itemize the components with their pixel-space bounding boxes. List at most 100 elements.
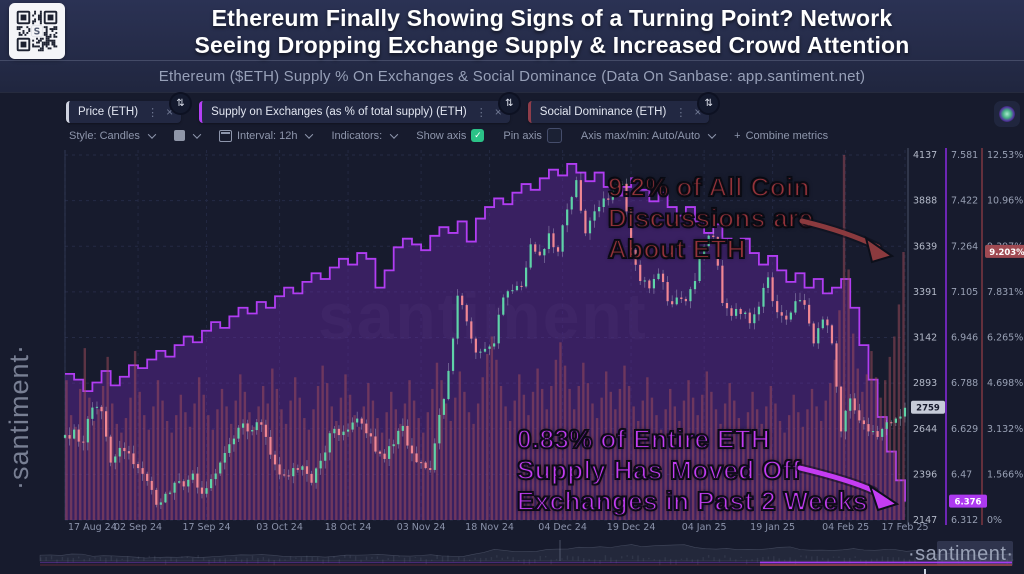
svg-text:S: S [34,26,41,37]
annotation-line: Discussions are [607,202,814,234]
svg-text:19 Jan 25: 19 Jan 25 [750,522,795,533]
svg-text:2396: 2396 [913,469,937,480]
chevron-down-icon [707,129,717,139]
annotation-line: Exchanges in Past 2 Weeks [516,485,868,517]
svg-text:3.132%: 3.132% [987,424,1023,435]
combine-metrics-button[interactable]: + Combine metrics [734,130,828,142]
checkbox-unchecked-icon[interactable] [546,128,562,143]
svg-text:03 Oct 24: 03 Oct 24 [256,522,303,533]
svg-text:6.788: 6.788 [951,378,978,389]
svg-text:6.946: 6.946 [951,333,978,344]
svg-text:3142: 3142 [913,333,937,344]
svg-text:10.96%: 10.96% [987,196,1023,207]
checkbox-checked-icon[interactable]: ✓ [471,129,485,142]
interval-select[interactable]: Interval: 12h [218,129,314,142]
qr-code: S [9,3,65,59]
metric-tab-social[interactable]: Social Dominance (ETH) ⋮ × ⇅ [527,92,721,123]
color-swatch-select[interactable] [173,129,202,141]
close-icon[interactable]: × [166,105,174,119]
pin-axis-toggle[interactable]: Pin axis [503,128,562,143]
svg-text:6.312: 6.312 [951,515,978,526]
show-axis-label: Show axis [416,129,467,142]
svg-text:2644: 2644 [913,424,937,435]
svg-text:7.581: 7.581 [951,150,978,161]
right-axes: 4137 7.581 12.53% 3888 7.422 10.96% 3639 7.264 9… [907,148,1024,526]
subtitle: Ethereum ($ETH) Supply % On Exchanges & … [0,60,1024,93]
annotation-line: 9.2% of All Coin [607,171,811,203]
style-label: Style: Candles [69,129,140,142]
svg-text:04 Feb 25: 04 Feb 25 [822,522,869,533]
svg-text:0%: 0% [987,515,1002,526]
swatch-icon [173,130,185,141]
pin-axis-label: Pin axis [503,129,542,142]
axis-toggle-icon[interactable]: ⇅ [169,92,193,115]
annotation-exchange-supply: 0.83% of Entire ETH Supply Has Moved Off… [516,423,868,517]
svg-text:4.698%: 4.698% [987,378,1023,389]
metric-tab-supply[interactable]: Supply on Exchanges (as % of total suppl… [199,92,521,123]
timeline-minimap [39,540,1014,566]
indicators-select[interactable]: Indicators: [331,129,399,142]
text-cursor [924,569,926,574]
svg-text:17 Aug 24: 17 Aug 24 [68,522,117,533]
axis-toggle-icon[interactable]: ⇅ [697,92,721,115]
annotation-line: About ETH [607,233,747,265]
svg-text:7.831%: 7.831% [987,287,1023,298]
kebab-menu-icon[interactable]: ⋮ [675,105,687,119]
svg-text:17 Feb 25: 17 Feb 25 [881,522,928,533]
annotation-line: 0.83% of Entire ETH [516,423,771,455]
chevron-down-icon [192,129,202,139]
show-axis-toggle[interactable]: Show axis ✓ [416,129,485,142]
svg-text:3888: 3888 [913,196,937,207]
svg-text:9.397%: 9.397% [987,241,1023,252]
chevron-down-icon [389,129,399,139]
combine-metrics-label: Combine metrics [745,129,829,142]
chevron-down-icon [147,129,157,139]
metric-tab-label: Social Dominance (ETH) [539,106,667,118]
metric-tab-price[interactable]: Price (ETH) ⋮ × ⇅ [66,92,193,123]
interval-label: Interval: 12h [236,129,298,142]
title-line-2: Seeing Dropping Exchange Supply & Increa… [194,32,910,58]
metric-tab-label: Supply on Exchanges (as % of total suppl… [211,106,467,118]
svg-text:03 Nov 24: 03 Nov 24 [397,522,446,533]
close-icon[interactable]: × [694,105,702,119]
svg-text:17 Sep 24: 17 Sep 24 [182,522,230,533]
center-watermark: santiment [318,279,648,353]
svg-text:9.203%: 9.203% [989,248,1024,258]
header: S Ethereum Finally Showing Signs of a Tu… [0,0,1024,93]
svg-text:3639: 3639 [913,241,937,252]
svg-text:18 Oct 24: 18 Oct 24 [325,522,372,533]
annotation-line: Supply Has Moved Off [516,454,802,486]
svg-text:19 Dec 24: 19 Dec 24 [607,522,656,533]
svg-text:2147: 2147 [913,515,937,526]
svg-text:02 Sep 24: 02 Sep 24 [114,522,162,533]
axis-maxmin-label: Axis max/min: Auto/Auto [580,129,701,142]
metric-tab-label: Price (ETH) [78,106,139,118]
left-watermark: ·santiment· [4,343,34,490]
svg-text:3391: 3391 [913,287,937,298]
svg-text:7.422: 7.422 [951,196,978,207]
axis-maxmin-select[interactable]: Axis max/min: Auto/Auto [580,129,717,142]
kebab-menu-icon[interactable]: ⋮ [475,105,487,119]
live-indicator-button[interactable] [994,101,1020,127]
kebab-menu-icon[interactable]: ⋮ [147,105,159,119]
axis-toggle-icon[interactable]: ⇅ [497,92,521,115]
title-line-1: Ethereum Finally Showing Signs of a Turn… [211,5,893,31]
svg-text:2759: 2759 [916,404,940,414]
style-select[interactable]: Style: Candles [69,129,157,142]
svg-text:12.53%: 12.53% [987,150,1023,161]
close-icon[interactable]: × [494,105,502,119]
chart-settings-row: Style: Candles Interval: 12h Indicators:… [69,128,828,143]
santiment-logo: ·santiment· [908,543,1024,574]
svg-text:6.265%: 6.265% [987,333,1023,344]
calendar-icon [218,129,232,142]
svg-text:7.105: 7.105 [951,287,978,298]
svg-text:18 Nov 24: 18 Nov 24 [465,522,514,533]
plus-icon: + [734,129,741,142]
svg-text:04 Jan 25: 04 Jan 25 [682,522,727,533]
svg-text:1.566%: 1.566% [987,469,1023,480]
metric-tabs-row: Price (ETH) ⋮ × ⇅ Supply on Exchanges (a… [66,92,721,123]
page-title: Ethereum Finally Showing Signs of a Turn… [90,4,1014,60]
chevron-down-icon [305,129,314,139]
